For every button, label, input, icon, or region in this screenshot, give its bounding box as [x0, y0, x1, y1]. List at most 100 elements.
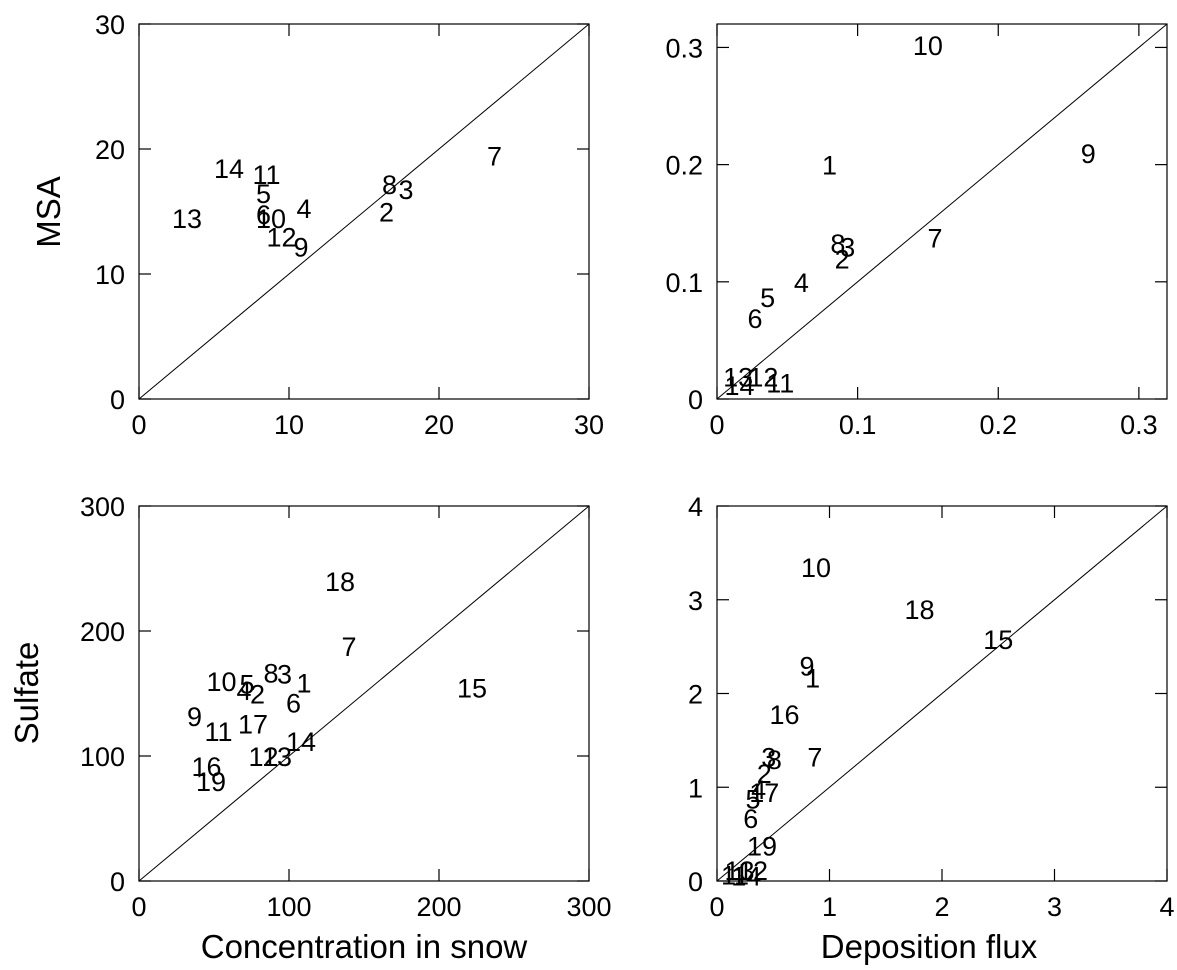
data-point-label: 4: [751, 775, 766, 805]
y-tick-label: 3: [688, 586, 703, 616]
data-point-label: 10: [206, 667, 236, 697]
data-point-label: 14: [286, 727, 316, 757]
data-point-label: 2: [250, 680, 265, 710]
data-point-label: 14: [214, 154, 244, 184]
x-tick-label: 0.1: [839, 410, 877, 440]
data-point-label: 12: [738, 856, 768, 886]
data-point-label: 3: [761, 742, 776, 772]
data-point-label: 7: [487, 141, 502, 171]
y-tick-label: 300: [80, 492, 125, 522]
data-point-label: 16: [769, 700, 799, 730]
data-point-label: 3: [398, 175, 413, 205]
x-tick-label: 200: [416, 892, 461, 922]
y-tick-label: 0.1: [665, 268, 703, 298]
data-point-label: 14: [731, 861, 761, 891]
data-point-label: 2: [757, 759, 772, 789]
x-tick-label: 0: [131, 410, 146, 440]
data-point-label: 1: [296, 668, 311, 698]
data-point-label: 10: [913, 31, 943, 61]
data-point-label: 18: [904, 595, 934, 625]
x-tick-label: 0: [709, 892, 724, 922]
data-point-label: 4: [296, 194, 311, 224]
data-point-label: 18: [325, 567, 355, 597]
y-tick-label: 0: [688, 867, 703, 897]
data-point-label: 13: [724, 856, 754, 886]
one-to-one-line: [716, 23, 1168, 400]
data-point-label: 7: [927, 223, 942, 253]
y-tick-label: 30: [95, 10, 125, 40]
row-title-msa: MSA: [30, 176, 67, 248]
x-tick-label: 100: [266, 892, 311, 922]
data-point-label: 1: [805, 664, 820, 694]
data-point-label: 17: [749, 778, 779, 808]
data-point-label: 14: [724, 371, 754, 401]
data-point-label: 17: [238, 710, 268, 740]
data-point-label: 10: [801, 553, 831, 583]
data-point-label: 8: [767, 745, 782, 775]
data-point-label: 6: [747, 304, 762, 334]
y-tick-label: 4: [688, 492, 703, 522]
data-point-label: 13: [723, 363, 753, 393]
one-to-one-line: [138, 505, 590, 882]
data-point-label: 8: [263, 658, 278, 688]
data-point-label: 5: [745, 785, 760, 815]
data-point-label: 15: [457, 673, 487, 703]
data-point-label: 11: [721, 860, 749, 890]
data-point-label: 16: [191, 752, 221, 782]
data-point-label: 6: [743, 804, 758, 834]
data-point-label: 11: [252, 160, 280, 190]
data-point-label: 12: [748, 363, 778, 393]
data-point-label: 5: [239, 670, 254, 700]
data-point-label: 9: [799, 651, 814, 681]
one-to-one-line: [716, 505, 1168, 882]
data-point-label: 10: [256, 204, 286, 234]
data-point-label: 6: [256, 200, 271, 230]
row-title-sulfate: Sulfate: [8, 642, 45, 745]
x-tick-label: 0: [131, 892, 146, 922]
x-tick-label: 0: [709, 410, 724, 440]
data-point-label: 15: [983, 625, 1013, 655]
x-tick-label: 4: [1159, 892, 1174, 922]
data-point-label: 11: [766, 369, 794, 399]
y-tick-label: 0: [688, 385, 703, 415]
data-point-label: 12: [248, 742, 278, 772]
data-point-label: 9: [293, 233, 308, 263]
data-point-label: 13: [262, 742, 292, 772]
x-tick-label: 10: [274, 410, 304, 440]
plot-frame: [716, 23, 1168, 400]
data-point-label: 3: [840, 233, 855, 263]
y-tick-label: 0: [110, 867, 125, 897]
data-point-label: 4: [794, 268, 809, 298]
x-tick-label: 0.3: [1120, 410, 1158, 440]
x-tick-label: 20: [424, 410, 454, 440]
data-point-label: 3: [277, 660, 292, 690]
data-point-label: 7: [807, 742, 822, 772]
data-point-label: 1: [822, 151, 837, 181]
x-tick-label: 2: [934, 892, 949, 922]
data-point-label: 13: [172, 204, 202, 234]
y-tick-label: 20: [95, 135, 125, 165]
data-point-label: 7: [341, 632, 356, 662]
y-tick-label: 100: [80, 742, 125, 772]
y-tick-label: 200: [80, 617, 125, 647]
y-tick-label: 1: [688, 773, 703, 803]
plot-frame: [138, 505, 590, 882]
data-point-label: 2: [379, 198, 394, 228]
y-tick-label: 10: [95, 260, 125, 290]
data-point-label: 2: [835, 244, 850, 274]
x-tick-label: 300: [566, 892, 611, 922]
x-tick-label: 1: [822, 892, 837, 922]
data-point-label: 6: [286, 688, 301, 718]
data-point-label: 5: [760, 283, 775, 313]
column-title-concentration: Concentration in snow: [201, 928, 528, 965]
data-point-label: 11: [204, 717, 232, 747]
data-point-label: 8: [830, 229, 845, 259]
plot-frame: [138, 23, 590, 400]
data-point-label: 9: [1081, 139, 1096, 169]
data-point-label: 19: [196, 767, 226, 797]
y-tick-label: 0.2: [665, 151, 703, 181]
